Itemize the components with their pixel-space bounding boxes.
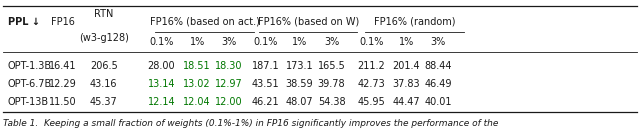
Text: 3%: 3% (221, 37, 236, 47)
Text: 3%: 3% (324, 37, 339, 47)
Text: OPT-1.3B: OPT-1.3B (8, 61, 52, 71)
Text: OPT-13B: OPT-13B (8, 97, 49, 107)
Text: Table 1.  Keeping a small fraction of weights (0.1%-1%) in FP16 significantly im: Table 1. Keeping a small fraction of wei… (3, 119, 499, 128)
Text: 54.38: 54.38 (317, 97, 346, 107)
Text: 201.4: 201.4 (392, 61, 420, 71)
Text: 187.1: 187.1 (252, 61, 280, 71)
Text: 46.49: 46.49 (425, 79, 452, 89)
Text: 43.16: 43.16 (90, 79, 117, 89)
Text: 37.83: 37.83 (392, 79, 420, 89)
Text: 12.97: 12.97 (214, 79, 243, 89)
Text: 40.01: 40.01 (425, 97, 452, 107)
Text: 13.14: 13.14 (148, 79, 175, 89)
Text: 45.37: 45.37 (90, 97, 118, 107)
Text: 0.1%: 0.1% (149, 37, 173, 47)
Text: 1%: 1% (292, 37, 307, 47)
Text: 0.1%: 0.1% (253, 37, 278, 47)
Text: FP16% (based on W): FP16% (based on W) (257, 17, 359, 27)
Text: 38.59: 38.59 (285, 79, 314, 89)
Text: 12.04: 12.04 (183, 97, 211, 107)
Text: (w3-g128): (w3-g128) (79, 33, 129, 43)
Text: 165.5: 165.5 (317, 61, 346, 71)
Text: 28.00: 28.00 (147, 61, 175, 71)
Text: 173.1: 173.1 (285, 61, 314, 71)
Text: FP16: FP16 (51, 17, 75, 27)
Text: 88.44: 88.44 (425, 61, 452, 71)
Text: 18.30: 18.30 (215, 61, 242, 71)
Text: OPT-6.7B: OPT-6.7B (8, 79, 52, 89)
Text: 39.78: 39.78 (317, 79, 346, 89)
Text: 45.95: 45.95 (357, 97, 385, 107)
Text: 0.1%: 0.1% (359, 37, 383, 47)
Text: 13.02: 13.02 (183, 79, 211, 89)
Text: 11.50: 11.50 (49, 97, 77, 107)
Text: PPL ↓: PPL ↓ (8, 17, 40, 27)
Text: 12.14: 12.14 (147, 97, 175, 107)
Text: FP16% (random): FP16% (random) (374, 17, 455, 27)
Text: 46.21: 46.21 (252, 97, 280, 107)
Text: RTN: RTN (94, 9, 113, 19)
Text: 211.2: 211.2 (357, 61, 385, 71)
Text: FP16% (based on act.): FP16% (based on act.) (150, 17, 259, 27)
Text: 16.41: 16.41 (49, 61, 76, 71)
Text: 1%: 1% (189, 37, 205, 47)
Text: 43.51: 43.51 (252, 79, 280, 89)
Text: 3%: 3% (431, 37, 446, 47)
Text: 1%: 1% (399, 37, 414, 47)
Text: 206.5: 206.5 (90, 61, 118, 71)
Text: 12.29: 12.29 (49, 79, 77, 89)
Text: 12.00: 12.00 (214, 97, 243, 107)
Text: 18.51: 18.51 (183, 61, 211, 71)
Text: 48.07: 48.07 (285, 97, 314, 107)
Text: 44.47: 44.47 (392, 97, 420, 107)
Text: 42.73: 42.73 (357, 79, 385, 89)
